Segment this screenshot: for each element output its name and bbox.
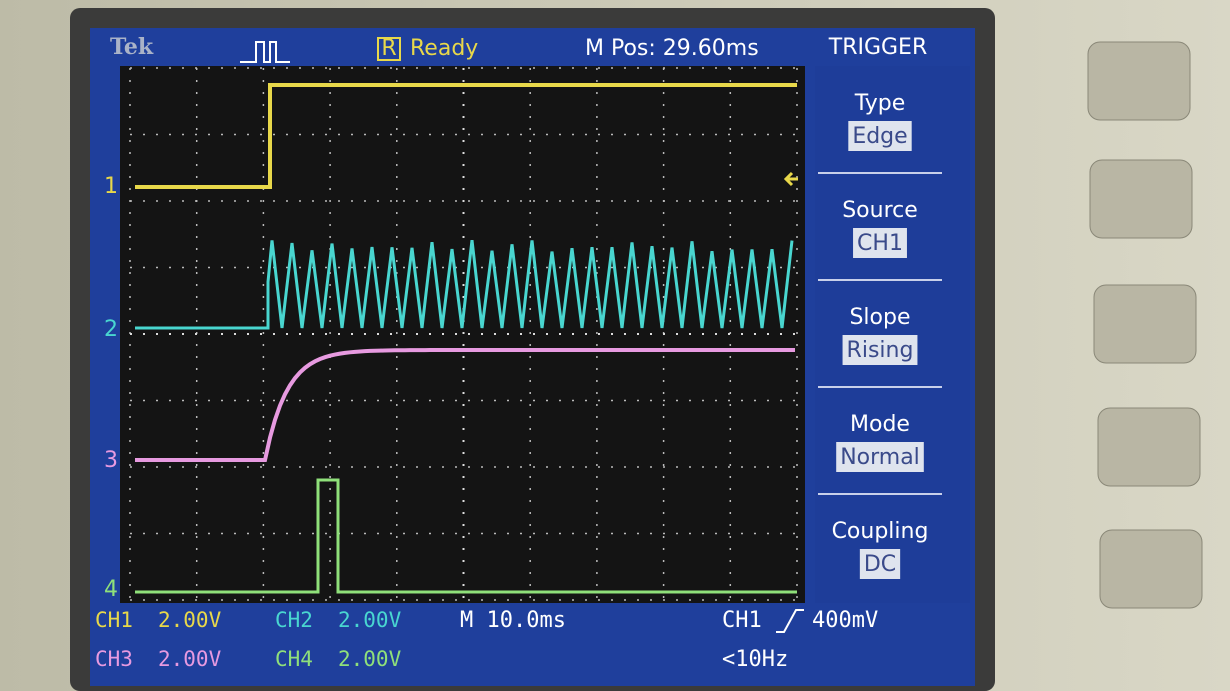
menu-value-text: Edge (852, 124, 907, 149)
channel-marker: 3 (104, 448, 118, 473)
position: M Pos: 29.60ms (585, 36, 759, 61)
ch3-name: CH3 (95, 647, 133, 671)
menu-label: Source (842, 198, 918, 223)
side-button[interactable] (1090, 160, 1192, 238)
menu-label: Type (854, 91, 906, 116)
menu-title: TRIGGER (828, 35, 928, 60)
menu-value-text: CH1 (857, 231, 903, 256)
channel-marker: 4 (104, 577, 118, 602)
ch4-scale: 2.00V (338, 647, 402, 671)
menu-value[interactable]: Rising (843, 335, 918, 365)
menu-value[interactable]: Normal (836, 442, 924, 472)
channel-marker: 2 (104, 317, 118, 342)
ch1-name: CH1 (95, 608, 133, 632)
side-button[interactable] (1094, 285, 1196, 363)
ch2-name: CH2 (275, 608, 313, 632)
menu-label: Mode (850, 412, 910, 437)
menu-value[interactable]: DC (860, 549, 900, 579)
ch1-scale: 2.00V (158, 608, 222, 632)
menu-value-text: Normal (840, 445, 920, 470)
ch3-scale: 2.00V (158, 647, 222, 671)
run-icon-letter: R (381, 36, 396, 61)
ch2-scale: 2.00V (338, 608, 402, 632)
menu-label: Coupling (832, 519, 929, 544)
page: 1234 Tek R Ready M Pos: 29.60ms TRIGGER … (0, 0, 1230, 691)
side-button[interactable] (1088, 42, 1190, 120)
frequency: <10Hz (722, 647, 788, 672)
status: Ready (410, 36, 478, 61)
side-button[interactable] (1100, 530, 1202, 608)
menu-label: Slope (849, 305, 910, 330)
ch4-name: CH4 (275, 647, 313, 671)
trigger-level: 400mV (812, 608, 878, 633)
timebase: M 10.0ms (460, 608, 566, 633)
menu-value[interactable]: CH1 (853, 228, 907, 258)
oscilloscope: 1234 Tek R Ready M Pos: 29.60ms TRIGGER … (0, 0, 1230, 691)
menu-value-text: DC (864, 552, 896, 577)
brand: Tek (110, 34, 154, 60)
channel-marker: 1 (104, 174, 118, 199)
menu-value-text: Rising (847, 338, 914, 363)
menu-value[interactable]: Edge (848, 121, 911, 151)
trigger-source: CH1 (722, 608, 762, 633)
side-button[interactable] (1098, 408, 1200, 486)
